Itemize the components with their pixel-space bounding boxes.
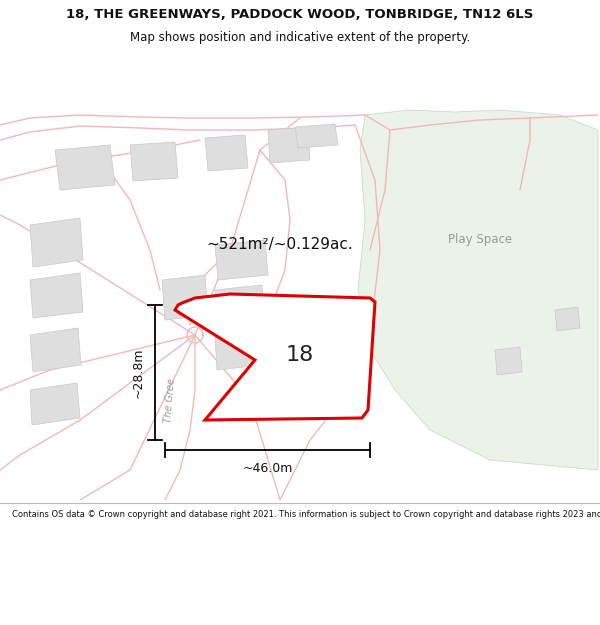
Polygon shape: [130, 142, 178, 181]
Text: Play Space: Play Space: [448, 234, 512, 246]
Polygon shape: [30, 383, 80, 425]
Text: 18, THE GREENWAYS, PADDOCK WOOD, TONBRIDGE, TN12 6LS: 18, THE GREENWAYS, PADDOCK WOOD, TONBRID…: [67, 8, 533, 21]
Polygon shape: [215, 240, 268, 280]
Text: ~28.8m: ~28.8m: [131, 348, 145, 398]
Polygon shape: [268, 127, 310, 163]
Polygon shape: [295, 124, 338, 148]
Polygon shape: [175, 294, 375, 420]
Polygon shape: [162, 275, 208, 320]
Polygon shape: [30, 273, 83, 318]
Text: 18: 18: [286, 345, 314, 365]
Text: Map shows position and indicative extent of the property.: Map shows position and indicative extent…: [130, 31, 470, 44]
Polygon shape: [55, 145, 115, 190]
Text: ~46.0m: ~46.0m: [243, 461, 293, 474]
Polygon shape: [215, 330, 262, 370]
Polygon shape: [358, 110, 598, 470]
Text: Contains OS data © Crown copyright and database right 2021. This information is : Contains OS data © Crown copyright and d…: [12, 510, 600, 519]
Text: ~521m²/~0.129ac.: ~521m²/~0.129ac.: [206, 238, 353, 252]
Text: The Gree: The Gree: [163, 378, 177, 423]
Polygon shape: [555, 307, 580, 331]
Polygon shape: [30, 328, 81, 372]
Polygon shape: [495, 347, 522, 375]
Polygon shape: [215, 285, 265, 325]
Polygon shape: [205, 135, 248, 171]
Polygon shape: [30, 218, 83, 267]
